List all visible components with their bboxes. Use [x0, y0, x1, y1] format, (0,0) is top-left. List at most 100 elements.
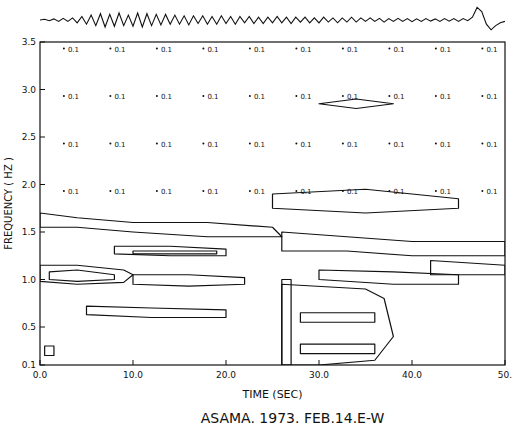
plot-frame [40, 42, 505, 365]
label-dot [388, 95, 390, 97]
contour-label: 0.1 [393, 141, 404, 149]
y-axis-title: FREQUENCY ( HZ ) [3, 157, 14, 250]
contour-label: 0.1 [254, 93, 265, 101]
label-dot [202, 95, 204, 97]
label-dot [435, 95, 437, 97]
contour-line [114, 246, 226, 256]
contour-label: 0.1 [393, 93, 404, 101]
label-dot [435, 190, 437, 192]
label-dot [63, 48, 65, 50]
x-tick-label: 50. [498, 370, 512, 380]
label-dot [481, 95, 483, 97]
y-tick-label: 0.1 [22, 360, 36, 370]
contour-line [40, 265, 133, 284]
label-dot [63, 95, 65, 97]
contour-label: 0.1 [207, 93, 218, 101]
x-tick [40, 360, 41, 365]
y-tick [40, 42, 45, 43]
label-dot [295, 190, 297, 192]
contour-label: 0.1 [486, 188, 497, 196]
contour-line [87, 306, 227, 317]
x-axis-title: TIME (SEC) [241, 388, 302, 401]
contour-line [40, 213, 282, 237]
x-tick [412, 360, 413, 365]
y-tick-label: 1.0 [22, 275, 37, 285]
label-dot [156, 190, 158, 192]
contour-label: 0.1 [440, 141, 451, 149]
x-tick-label: 30.0 [309, 370, 329, 380]
contour-label: 0.1 [440, 46, 451, 54]
contour-label: 0.1 [440, 188, 451, 196]
label-dot [295, 48, 297, 50]
contour-label: 0.1 [68, 93, 79, 101]
contour-label: 0.1 [161, 46, 172, 54]
y-tick-label: 3.5 [22, 37, 36, 47]
y-tick-label: 2.5 [22, 132, 36, 142]
label-dot [156, 48, 158, 50]
contour-label: 0.1 [114, 93, 125, 101]
contour-line [282, 284, 394, 365]
contour-label: 0.1 [440, 93, 451, 101]
contour-label: 0.1 [486, 93, 497, 101]
contour-label: 0.1 [300, 188, 311, 196]
label-dot [156, 95, 158, 97]
label-dot [342, 143, 344, 145]
label-dot [202, 190, 204, 192]
contour-label: 0.1 [254, 46, 265, 54]
contour-line [49, 270, 114, 281]
x-tick-label: 10.0 [123, 370, 143, 380]
contour-line [45, 346, 54, 356]
contour-label: 0.1 [486, 46, 497, 54]
contour-line [300, 313, 374, 323]
contour-label: 0.1 [68, 188, 79, 196]
label-dot [435, 48, 437, 50]
contour-line [319, 270, 459, 284]
contour-label: 0.1 [486, 141, 497, 149]
label-dot [295, 143, 297, 145]
label-dot [481, 48, 483, 50]
label-dot [481, 190, 483, 192]
contour-line [133, 251, 217, 254]
contour-label: 0.1 [254, 188, 265, 196]
contour-label: 0.1 [68, 141, 79, 149]
label-dot [342, 190, 344, 192]
y-tick-label: 3.0 [22, 85, 37, 95]
y-tick-label: 0.5 [22, 322, 36, 332]
contour-label: 0.1 [114, 188, 125, 196]
contour-label: 0.1 [347, 141, 358, 149]
contour-label: 0.1 [161, 93, 172, 101]
label-dot [249, 143, 251, 145]
x-tick [133, 360, 134, 365]
contour-line [431, 261, 505, 275]
contour-label: 0.1 [300, 93, 311, 101]
chart-title: ASAMA. 1973. FEB.14.E-W [201, 410, 385, 426]
y-tick [40, 89, 45, 90]
label-dot [481, 143, 483, 145]
contour-label: 0.1 [207, 188, 218, 196]
x-tick [319, 360, 320, 365]
contour-label: 0.1 [207, 141, 218, 149]
contour-label: 0.1 [254, 141, 265, 149]
seismogram-trace [40, 7, 505, 29]
trace-group [40, 7, 505, 29]
label-dot [63, 190, 65, 192]
label-dot [109, 190, 111, 192]
contour-label: 0.1 [68, 46, 79, 54]
y-tick [40, 365, 45, 366]
contour-label: 0.1 [114, 141, 125, 149]
contour-line [300, 344, 374, 354]
y-tick [40, 184, 45, 185]
contour-label: 0.1 [114, 46, 125, 54]
x-tick-label: 20.0 [216, 370, 236, 380]
label-dot [435, 143, 437, 145]
label-dot [202, 48, 204, 50]
chart-root: 0.010.020.030.040.050.0.10.51.01.52.02.5… [0, 0, 528, 437]
y-tick [40, 232, 45, 233]
contour-line [282, 280, 291, 366]
label-dot [342, 48, 344, 50]
label-dot [202, 143, 204, 145]
label-dot [342, 95, 344, 97]
contour-group [40, 99, 505, 365]
y-tick [40, 279, 45, 280]
contour-label: 0.1 [300, 141, 311, 149]
